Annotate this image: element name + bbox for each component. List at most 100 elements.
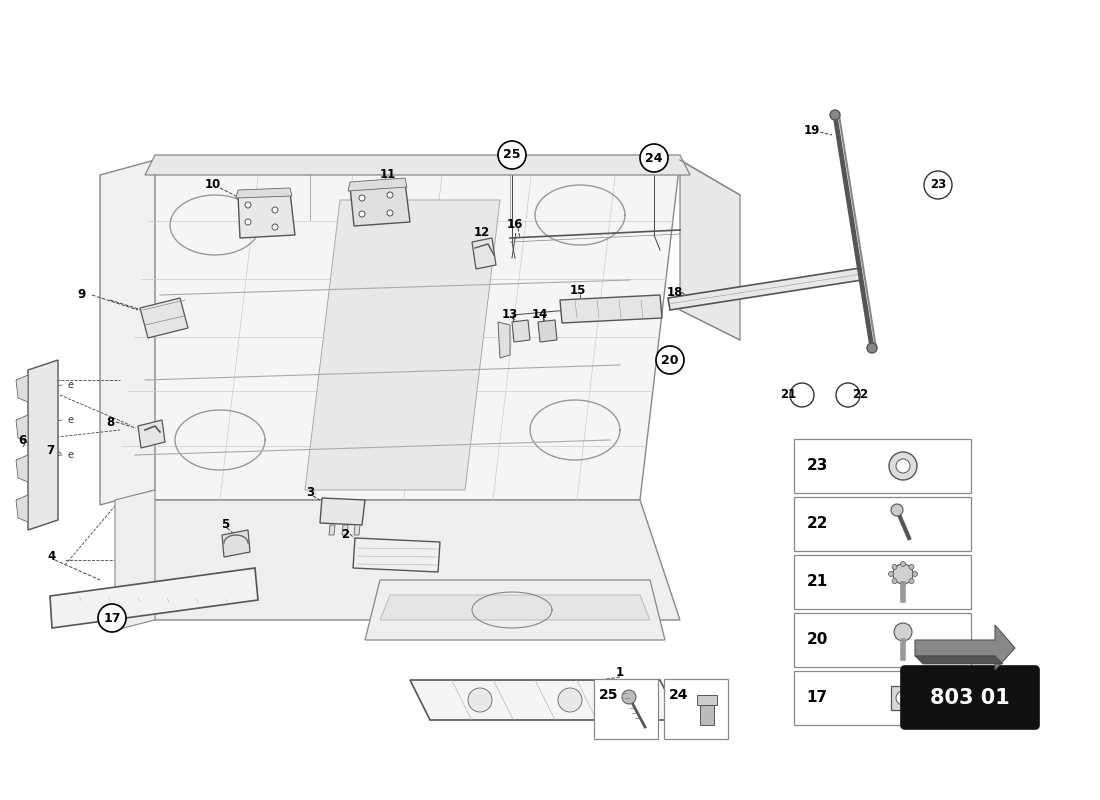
Circle shape xyxy=(830,110,840,120)
Text: 12: 12 xyxy=(474,226,491,238)
Polygon shape xyxy=(350,182,410,226)
FancyBboxPatch shape xyxy=(794,613,971,667)
Text: 14: 14 xyxy=(531,309,548,322)
Text: 22: 22 xyxy=(851,389,868,402)
Circle shape xyxy=(901,562,905,566)
Circle shape xyxy=(245,202,251,208)
Circle shape xyxy=(272,224,278,230)
Circle shape xyxy=(387,210,393,216)
Polygon shape xyxy=(379,595,650,620)
Polygon shape xyxy=(222,530,250,557)
Polygon shape xyxy=(116,160,680,500)
Polygon shape xyxy=(116,500,680,620)
Text: 17: 17 xyxy=(103,611,121,625)
Text: 23: 23 xyxy=(806,458,827,474)
Text: europes: europes xyxy=(152,337,608,434)
Text: 803 01: 803 01 xyxy=(931,687,1010,707)
Circle shape xyxy=(892,578,896,583)
FancyBboxPatch shape xyxy=(664,679,728,739)
Text: 17: 17 xyxy=(806,690,827,706)
Polygon shape xyxy=(498,322,510,358)
Polygon shape xyxy=(353,538,440,572)
Polygon shape xyxy=(354,525,360,535)
Polygon shape xyxy=(238,192,295,238)
Circle shape xyxy=(621,690,636,704)
Circle shape xyxy=(98,604,126,632)
Text: 21: 21 xyxy=(806,574,827,590)
Text: 6: 6 xyxy=(18,434,26,446)
Text: 2: 2 xyxy=(341,527,349,541)
Circle shape xyxy=(468,688,492,712)
Text: 7: 7 xyxy=(46,443,54,457)
Polygon shape xyxy=(16,415,28,442)
Text: 9: 9 xyxy=(78,289,86,302)
Circle shape xyxy=(387,192,393,198)
Text: 5: 5 xyxy=(221,518,229,530)
Circle shape xyxy=(640,144,668,172)
Circle shape xyxy=(909,565,914,570)
Polygon shape xyxy=(348,178,407,191)
Text: 10: 10 xyxy=(205,178,221,191)
Text: 23: 23 xyxy=(930,178,946,191)
FancyBboxPatch shape xyxy=(794,555,971,609)
Polygon shape xyxy=(680,160,740,340)
Polygon shape xyxy=(138,420,165,448)
Polygon shape xyxy=(538,320,557,342)
Circle shape xyxy=(901,582,905,586)
Circle shape xyxy=(896,691,910,705)
FancyBboxPatch shape xyxy=(794,439,971,493)
Circle shape xyxy=(272,207,278,213)
Polygon shape xyxy=(410,680,680,720)
Text: 25: 25 xyxy=(600,688,618,702)
Polygon shape xyxy=(560,295,662,323)
Circle shape xyxy=(913,571,917,577)
Circle shape xyxy=(893,564,913,584)
Text: 13: 13 xyxy=(502,309,518,322)
Polygon shape xyxy=(16,455,28,482)
FancyBboxPatch shape xyxy=(794,671,971,725)
Circle shape xyxy=(558,688,582,712)
Polygon shape xyxy=(16,495,28,522)
Text: 22: 22 xyxy=(806,517,827,531)
Circle shape xyxy=(889,452,917,480)
Polygon shape xyxy=(342,525,348,535)
Circle shape xyxy=(891,504,903,516)
Text: e: e xyxy=(68,415,74,425)
Text: a passion for excellence since 1985: a passion for excellence since 1985 xyxy=(284,534,656,606)
Polygon shape xyxy=(668,268,862,310)
Text: 3: 3 xyxy=(306,486,315,499)
Text: 24: 24 xyxy=(669,688,689,702)
Text: 20: 20 xyxy=(661,354,679,366)
Polygon shape xyxy=(329,525,336,535)
Text: 1: 1 xyxy=(616,666,624,678)
Polygon shape xyxy=(472,238,496,269)
Polygon shape xyxy=(320,498,365,525)
FancyBboxPatch shape xyxy=(901,666,1040,729)
FancyBboxPatch shape xyxy=(594,679,658,739)
Polygon shape xyxy=(915,625,1015,670)
Text: 18: 18 xyxy=(667,286,683,298)
FancyBboxPatch shape xyxy=(697,695,717,705)
Polygon shape xyxy=(145,155,690,175)
Polygon shape xyxy=(915,656,1003,664)
Polygon shape xyxy=(16,375,28,402)
Circle shape xyxy=(359,195,365,201)
Polygon shape xyxy=(28,360,58,530)
FancyBboxPatch shape xyxy=(794,497,971,551)
Circle shape xyxy=(909,578,914,583)
FancyBboxPatch shape xyxy=(891,686,915,710)
Text: 25: 25 xyxy=(504,149,520,162)
Polygon shape xyxy=(512,320,530,342)
Polygon shape xyxy=(140,298,188,338)
Circle shape xyxy=(867,343,877,353)
Text: 19: 19 xyxy=(804,123,821,137)
Text: 4: 4 xyxy=(48,550,56,562)
Text: 16: 16 xyxy=(507,218,524,231)
FancyBboxPatch shape xyxy=(700,705,714,725)
Circle shape xyxy=(359,211,365,217)
Text: 20: 20 xyxy=(806,633,827,647)
Circle shape xyxy=(889,571,893,577)
Circle shape xyxy=(245,219,251,225)
Text: e: e xyxy=(68,450,74,460)
Circle shape xyxy=(894,623,912,641)
